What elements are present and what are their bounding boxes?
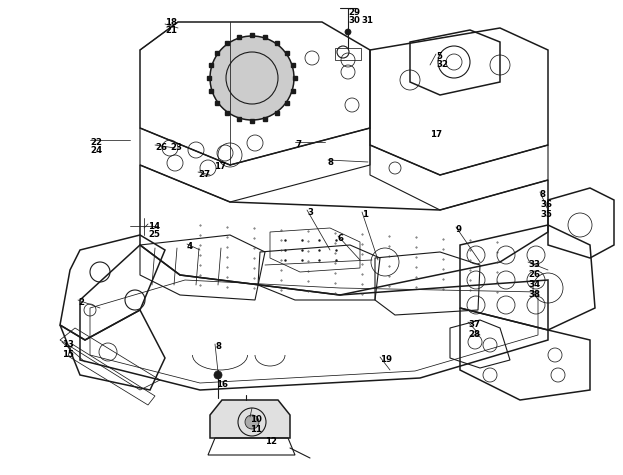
Circle shape bbox=[345, 29, 351, 35]
Text: 19: 19 bbox=[380, 355, 392, 364]
Text: 13: 13 bbox=[62, 340, 74, 349]
Circle shape bbox=[210, 36, 294, 120]
Text: 8: 8 bbox=[328, 158, 334, 167]
Polygon shape bbox=[210, 400, 290, 438]
Text: 4: 4 bbox=[187, 242, 193, 251]
Text: 3: 3 bbox=[307, 208, 313, 217]
Text: 32: 32 bbox=[436, 60, 448, 69]
Text: 28: 28 bbox=[468, 330, 480, 339]
Text: 21: 21 bbox=[165, 26, 177, 35]
Text: 7: 7 bbox=[295, 140, 301, 149]
Text: 25: 25 bbox=[148, 230, 160, 239]
Text: 35: 35 bbox=[540, 210, 552, 219]
Text: 17: 17 bbox=[214, 162, 226, 171]
Text: 5: 5 bbox=[436, 52, 442, 61]
Text: 2: 2 bbox=[78, 298, 84, 307]
Text: 6: 6 bbox=[338, 234, 344, 243]
Text: 1: 1 bbox=[362, 210, 368, 219]
Text: 26: 26 bbox=[155, 143, 167, 152]
Text: 36: 36 bbox=[540, 200, 552, 209]
Text: 33: 33 bbox=[528, 260, 540, 269]
Text: 29: 29 bbox=[348, 8, 360, 17]
Text: 12: 12 bbox=[265, 437, 277, 446]
Text: 14: 14 bbox=[148, 222, 160, 231]
Circle shape bbox=[214, 371, 222, 379]
Text: 26: 26 bbox=[528, 270, 540, 279]
Text: 8: 8 bbox=[215, 342, 221, 351]
Text: 15: 15 bbox=[62, 350, 74, 359]
Text: 17: 17 bbox=[430, 130, 442, 139]
Text: 9: 9 bbox=[456, 225, 462, 234]
Text: 10: 10 bbox=[250, 415, 262, 424]
Text: 30: 30 bbox=[348, 16, 360, 25]
Text: 24: 24 bbox=[90, 146, 102, 155]
Text: 34: 34 bbox=[528, 280, 540, 289]
Text: 8: 8 bbox=[540, 190, 546, 199]
Text: 16: 16 bbox=[216, 380, 228, 389]
Text: 31: 31 bbox=[361, 16, 373, 25]
Text: 38: 38 bbox=[528, 290, 540, 299]
Text: 23: 23 bbox=[170, 143, 182, 152]
Text: 18: 18 bbox=[165, 18, 177, 27]
Text: 37: 37 bbox=[468, 320, 480, 329]
Text: 11: 11 bbox=[250, 425, 262, 434]
Text: 27: 27 bbox=[198, 170, 210, 179]
Text: 22: 22 bbox=[90, 138, 102, 147]
Circle shape bbox=[245, 415, 259, 429]
